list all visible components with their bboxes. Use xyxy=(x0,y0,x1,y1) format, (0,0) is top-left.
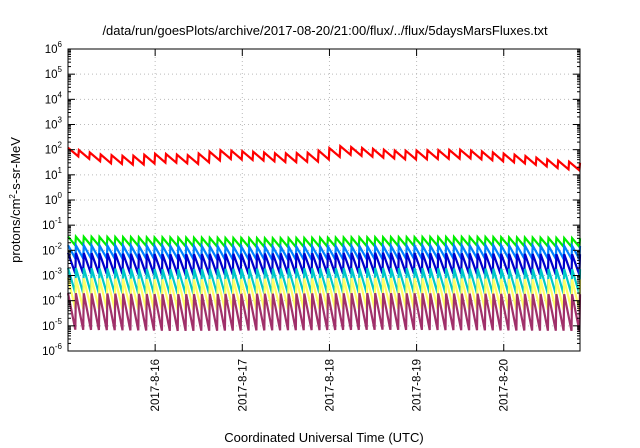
y-tick-label: 105 xyxy=(45,65,63,81)
y-tick-label: 10-5 xyxy=(42,317,62,333)
y-tick-label: 101 xyxy=(45,166,63,182)
x-tick-label: 2017-8-20 xyxy=(499,359,511,411)
y-tick-label: 10-2 xyxy=(42,241,62,257)
x-tick-label: 2017-8-18 xyxy=(324,359,336,411)
y-axis-tick-labels: 106 105 104 103 102 101 100 10-1 10-2 10-3 10-4 10-… xyxy=(42,40,62,358)
x-axis-tick-labels: 2017-8-16 2017-8-17 2017-8-18 2017-8-19 2017… xyxy=(150,359,511,411)
y-tick-label: 106 xyxy=(45,40,63,56)
x-tick-label: 2017-8-16 xyxy=(150,359,162,411)
y-tick-label: 104 xyxy=(45,90,63,106)
x-axis-label: Coordinated Universal Time (UTC) xyxy=(224,430,423,445)
x-tick-label: 2017-8-17 xyxy=(237,359,249,411)
chart-title: /data/run/goesPlots/archive/2017-08-20/2… xyxy=(102,23,548,38)
y-tick-label: 10-1 xyxy=(42,216,62,232)
y-tick-label: 10-4 xyxy=(42,292,62,308)
y-tick-label: 102 xyxy=(45,141,63,157)
y-tick-label: 10-6 xyxy=(42,342,62,358)
grid-lines xyxy=(68,49,580,351)
axis-ticks xyxy=(68,48,580,352)
x-tick-label: 2017-8-19 xyxy=(412,359,424,411)
y-tick-label: 10-3 xyxy=(42,267,62,283)
y-tick-label: 100 xyxy=(45,191,63,207)
y-axis-label: protons/cm2-s-sr-MeV xyxy=(8,137,23,263)
series-line xyxy=(67,143,582,173)
y-tick-label: 103 xyxy=(45,116,63,132)
data-series xyxy=(66,143,582,332)
series-line xyxy=(66,292,582,332)
series-line xyxy=(67,233,582,250)
